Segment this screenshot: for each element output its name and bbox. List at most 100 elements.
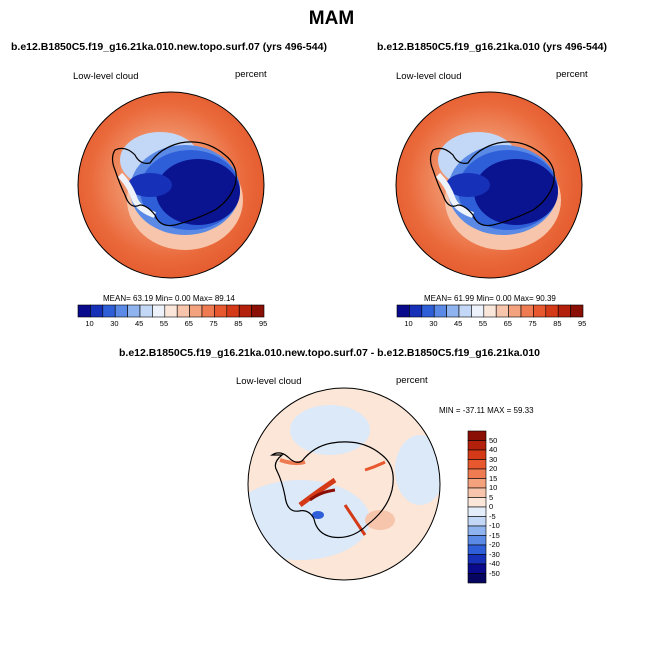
panel-1-title: b.e12.B1850C5.f19_g16.21ka.010.new.topo.… [11,41,327,53]
colorbar-swatch [77,304,91,318]
colorbar-swatch [467,440,487,451]
colorbar-swatch [467,497,487,508]
colorbar-tick-label: 30 [489,454,498,464]
panel-1-map-border [77,91,265,279]
colorbar-tick-label: 50 [489,435,498,445]
colorbar-tick-label: 85 [234,319,243,328]
panel-2-map-border [395,91,583,279]
panel-2-stats: MEAN= 61.99 Min= 0.00 Max= 90.39 [424,294,556,303]
colorbar-swatch [495,304,509,318]
colorbar-swatch [90,304,104,318]
colorbar-tick-label: 45 [135,319,144,328]
colorbar-swatch [467,535,487,546]
colorbar-swatch [467,468,487,479]
colorbar-swatch [467,516,487,527]
panel-2-variable-label: Low-level cloud [396,71,462,82]
colorbar-tick-label: 10 [489,483,498,492]
colorbar-tick-label: 15 [489,473,498,483]
colorbar-swatch [164,304,178,318]
panel-2-colorbar-labels: 10 30 45 55 65 75 85 95 [397,319,587,329]
colorbar-swatch [467,478,487,489]
colorbar-swatch [483,304,497,318]
colorbar-tick-label: 5 [489,492,494,502]
colorbar-swatch [102,304,116,318]
panel-2-antarctica-low-cloud [474,159,558,225]
colorbar-tick-label: 20 [489,464,498,473]
panel-2-coastline [429,141,555,227]
colorbar-swatch [226,304,240,318]
colorbar-swatch [114,304,128,318]
colorbar-tick-label: -40 [489,559,500,568]
panel-1-antarctica-low-cloud [156,159,240,225]
colorbar-swatch [467,459,487,470]
colorbar-swatch [471,304,485,318]
panel-2-units-label: percent [556,69,588,80]
colorbar-swatch [189,304,203,318]
colorbar-swatch [520,304,534,318]
colorbar-tick-label: 65 [184,319,193,328]
panel-3-units-label: percent [396,375,428,386]
panel-3-variable-label: Low-level cloud [236,376,302,387]
colorbar-tick-label: -50 [489,568,500,578]
colorbar-swatch [467,525,487,536]
colorbar-tick-label: 75 [528,319,537,328]
colorbar-tick-label: 85 [553,319,562,328]
colorbar-tick-label: -30 [489,549,500,559]
colorbar-swatch [396,304,410,318]
colorbar-swatch [467,506,487,517]
colorbar-tick-label: 55 [478,319,488,328]
colorbar-swatch [127,304,141,318]
colorbar-tick-label: -10 [489,521,500,530]
colorbar-swatch [251,304,265,318]
panel-1-coastline [111,141,237,227]
panel-1-stats: MEAN= 63.19 Min= 0.00 Max= 89.14 [103,294,235,303]
colorbar-tick-label: -15 [489,530,500,540]
colorbar-swatch [458,304,472,318]
colorbar-tick-label: 0 [489,502,494,511]
colorbar-swatch [467,563,487,574]
colorbar-tick-label: 10 [85,319,94,328]
colorbar-tick-label: 30 [110,319,119,328]
panel-2-title: b.e12.B1850C5.f19_g16.21ka.010 (yrs 496-… [377,41,607,53]
colorbar-swatch [467,430,487,441]
panel-1-colorbar [77,304,265,318]
panel-1-colorbar-labels: 10 30 45 55 65 75 85 95 [78,319,268,329]
panel-1-variable-label: Low-level cloud [73,71,139,82]
colorbar-swatch [508,304,522,318]
colorbar-swatch [139,304,153,318]
colorbar-tick-label: 75 [209,319,218,328]
colorbar-swatch [238,304,252,318]
colorbar-tick-label: 95 [259,319,268,328]
colorbar-swatch [214,304,228,318]
panel-3-colorbar-labels: 50 40 30 20 15 10 5 0 -5 -10 -15 -20 -30 -40 -50 [489,431,519,583]
colorbar-tick-label: 95 [578,319,587,328]
colorbar-tick-label: 40 [489,445,498,454]
colorbar-tick-label: 55 [159,319,169,328]
panel-3-title: b.e12.B1850C5.f19_g16.21ka.010.new.topo.… [119,347,541,359]
panel-3-coastline [269,441,394,539]
colorbar-tick-label: 30 [429,319,438,328]
colorbar-swatch [421,304,435,318]
colorbar-swatch [467,573,487,584]
colorbar-tick-label: -20 [489,540,500,549]
colorbar-swatch [467,487,487,498]
colorbar-swatch [533,304,547,318]
panel-3-stats: MIN = -37.11 MAX = 59.33 [439,406,534,415]
panel-1-units-label: percent [235,69,267,80]
colorbar-swatch [557,304,571,318]
colorbar-swatch [176,304,190,318]
panel-3-colorbar [467,430,487,584]
colorbar-swatch [545,304,559,318]
figure-title: MAM [308,8,355,29]
colorbar-swatch [152,304,166,318]
colorbar-tick-label: 45 [454,319,463,328]
panel-3-map-border [247,387,441,581]
colorbar-tick-label: 10 [404,319,413,328]
colorbar-swatch [467,544,487,555]
colorbar-tick-label: 65 [503,319,512,328]
colorbar-swatch [446,304,460,318]
colorbar-swatch [467,554,487,565]
colorbar-tick-label: -5 [489,511,496,521]
colorbar-swatch [409,304,423,318]
